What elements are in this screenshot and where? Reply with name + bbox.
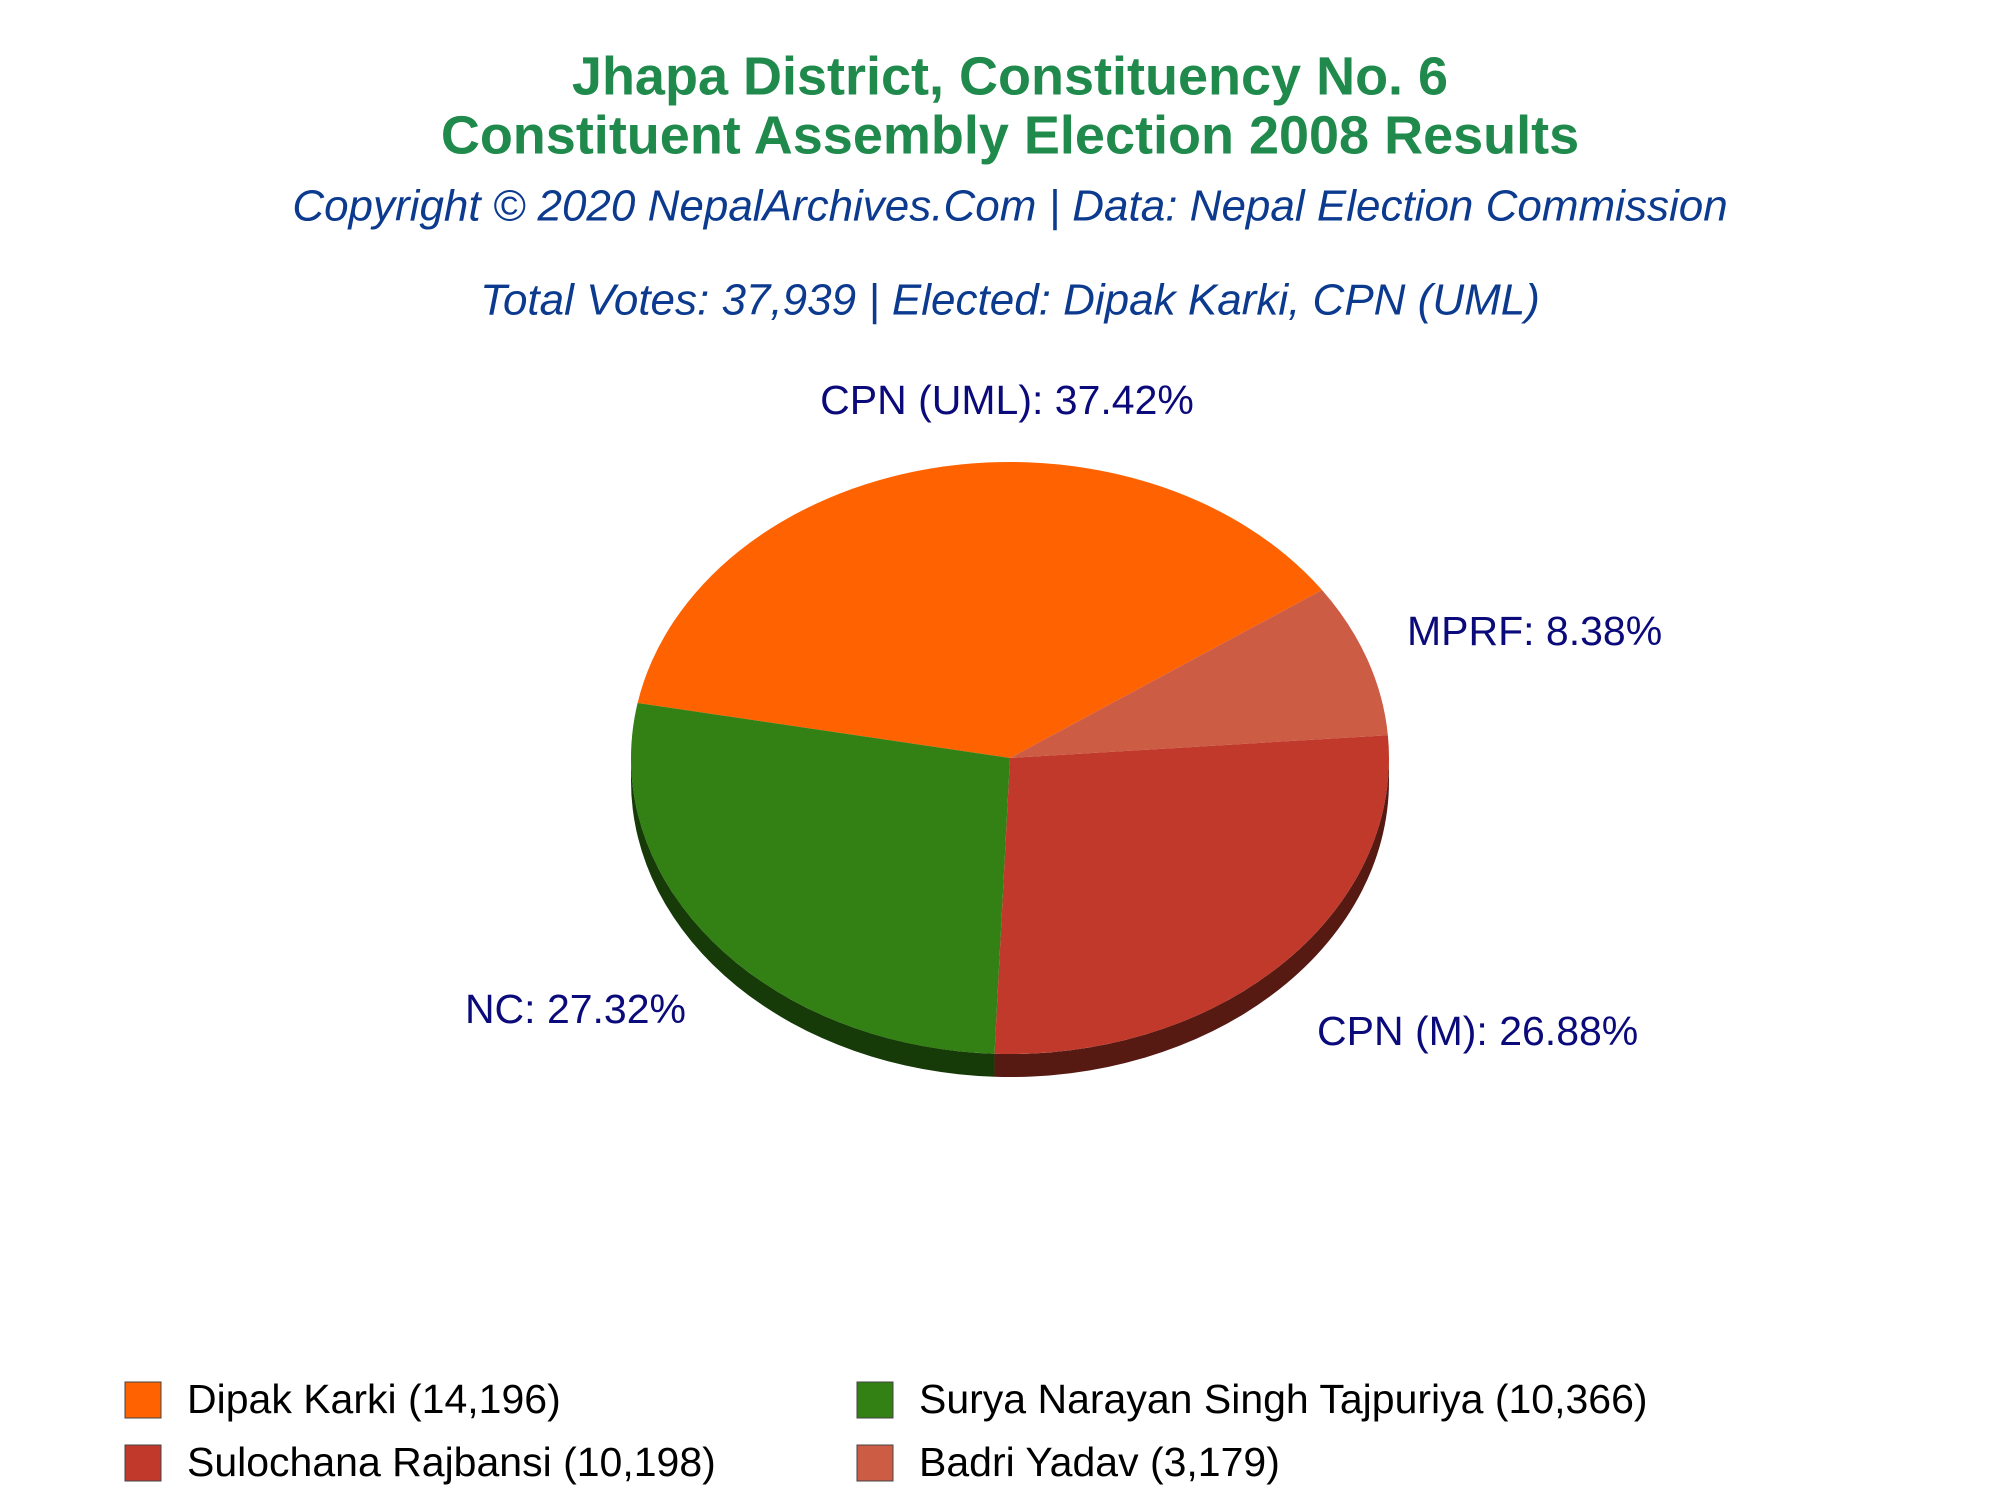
legend-swatch [124, 1444, 162, 1482]
slice-label: CPN (M): 26.88% [1317, 1008, 1638, 1054]
legend-label: Surya Narayan Singh Tajpuriya (10,366) [919, 1376, 1648, 1422]
legend-swatch [856, 1444, 894, 1482]
legend-label: Dipak Karki (14,196) [187, 1376, 561, 1422]
legend-swatch [124, 1381, 162, 1419]
slice-label: MPRF: 8.38% [1407, 608, 1662, 654]
legend-swatch [856, 1381, 894, 1419]
slice-label: NC: 27.32% [465, 986, 686, 1032]
pie-slice [1010, 589, 1388, 758]
slice-labels: CPN (UML): 37.42% MPRF: 8.38% CPN (M): 26.… [465, 377, 1662, 1054]
pie-slice [637, 461, 1323, 758]
chart-title: Constituent Assembly Election 2008 Resul… [441, 105, 1579, 165]
chart-subtitle: Total Votes: 37,939 | Elected: Dipak Kar… [480, 276, 1540, 325]
slice-label: CPN (UML): 37.42% [820, 377, 1194, 423]
pie-slice [994, 735, 1389, 1054]
pie-slices [630, 461, 1389, 1054]
pie-sides [631, 758, 1389, 1077]
chart-title: Jhapa District, Constituency No. 6 [572, 46, 1448, 106]
legend: Dipak Karki (14,196) Surya Narayan Singh … [124, 1376, 1648, 1485]
legend-label: Badri Yadav (3,179) [919, 1439, 1280, 1485]
legend-label: Sulochana Rajbansi (10,198) [187, 1439, 716, 1485]
pie-slice [630, 703, 1010, 1054]
chart-subtitle: Copyright © 2020 NepalArchives.Com | Dat… [292, 182, 1727, 231]
slice-side [631, 758, 995, 1077]
